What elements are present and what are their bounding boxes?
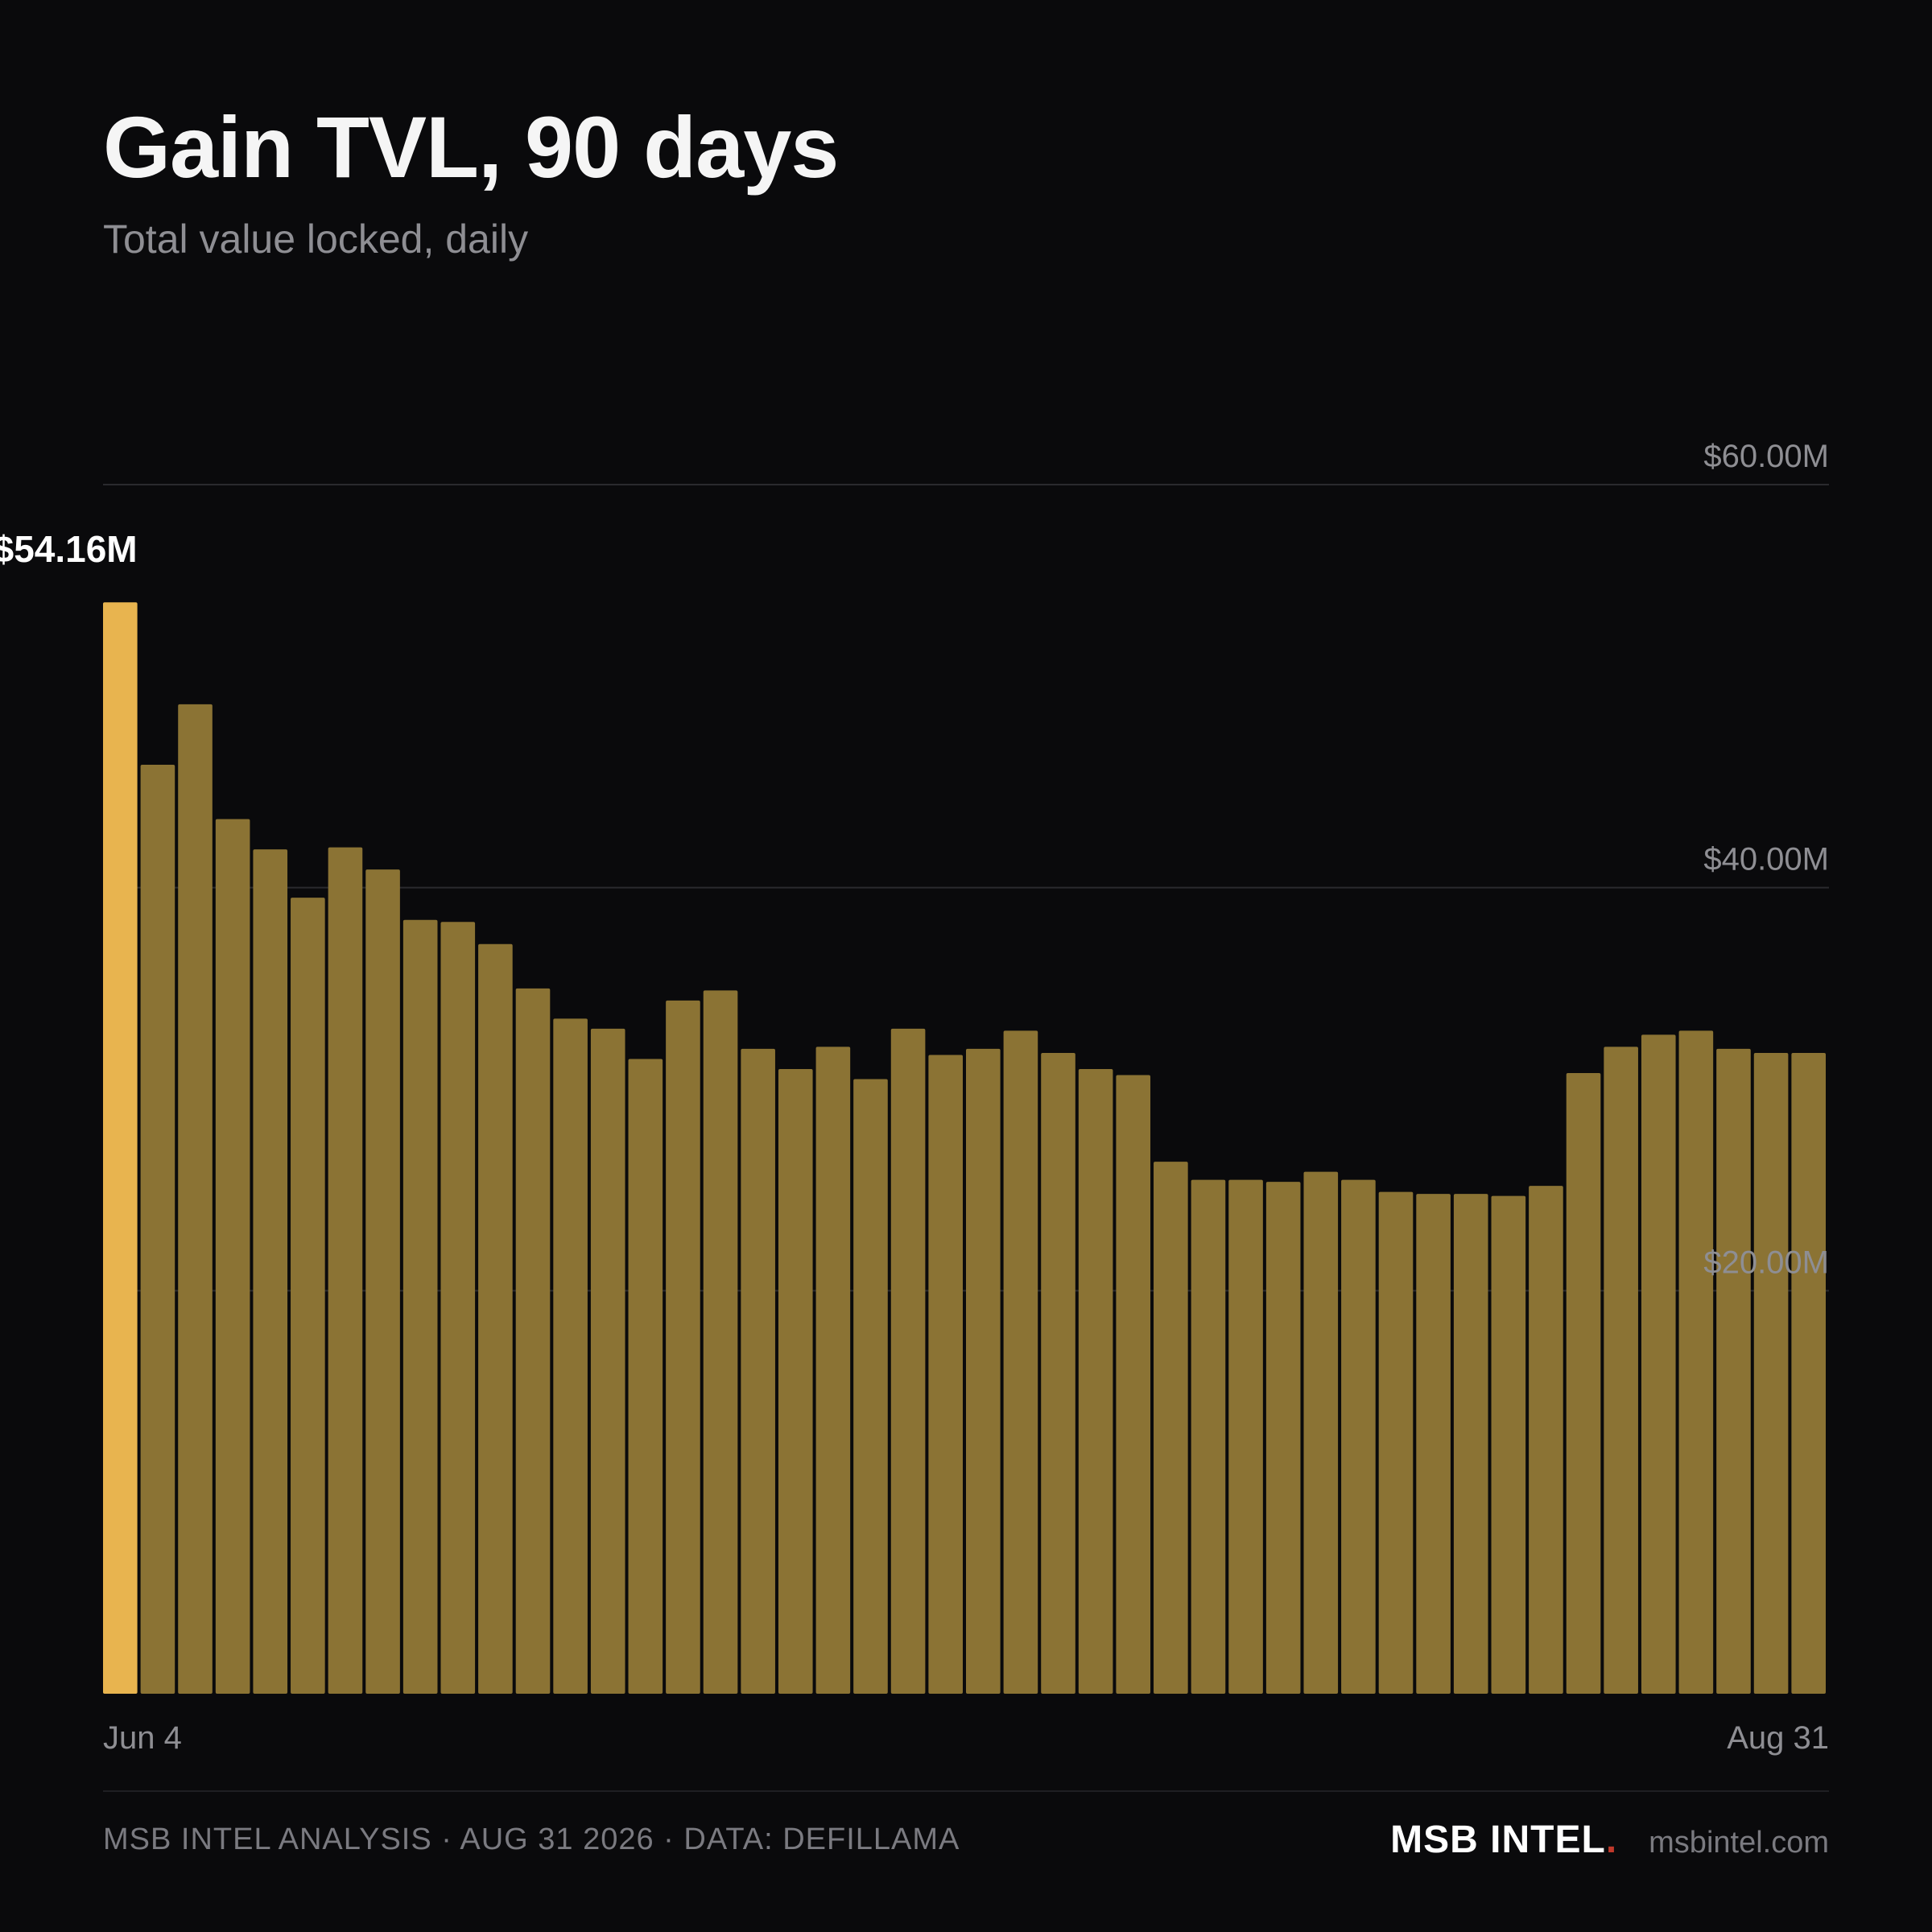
bar (1341, 1179, 1376, 1694)
bar (1003, 1030, 1038, 1694)
bar (1529, 1186, 1563, 1694)
bar (1191, 1179, 1226, 1694)
bar (1078, 1068, 1113, 1694)
bar (928, 1055, 963, 1694)
bar (1753, 1052, 1789, 1694)
bar (1265, 1182, 1301, 1694)
bar (291, 898, 325, 1694)
bar (215, 819, 250, 1694)
brand-logo: MSB INTEL. (1390, 1818, 1616, 1862)
bar (328, 847, 363, 1694)
bar (1416, 1194, 1451, 1694)
bar (1378, 1191, 1414, 1694)
brand-site-link[interactable]: msbintel.com (1649, 1826, 1829, 1860)
bar (590, 1028, 625, 1694)
bar (778, 1068, 813, 1694)
highlight-value-label: $54.16M (0, 528, 138, 570)
brand-dot: . (1605, 1818, 1617, 1861)
y-tick-label: $20.00M (1703, 1245, 1829, 1280)
bar (741, 1048, 775, 1694)
bar (1604, 1046, 1638, 1694)
bar (402, 919, 438, 1694)
bar (703, 990, 738, 1694)
bar (1491, 1195, 1526, 1694)
bar (1566, 1072, 1601, 1694)
footer-source: MSB INTEL ANALYSIS · AUG 31 2026 · DATA:… (103, 1823, 960, 1856)
bar (815, 1046, 851, 1694)
y-tick-label: $60.00M (1703, 439, 1829, 474)
footer-brand-block: MSB INTEL. msbintel.com (1390, 1818, 1829, 1862)
bar (628, 1059, 663, 1694)
bar (666, 1000, 700, 1694)
bar (140, 764, 175, 1695)
bar (1716, 1048, 1751, 1694)
bar (553, 1018, 588, 1694)
bar (1678, 1030, 1714, 1694)
bar (515, 988, 551, 1694)
bar (1116, 1075, 1151, 1694)
bar-layer (103, 602, 1826, 1695)
bar (253, 849, 288, 1694)
brand-name: MSB INTEL (1390, 1818, 1606, 1861)
bar (853, 1079, 888, 1694)
y-tick-label: $40.00M (1703, 842, 1829, 877)
bar (1641, 1034, 1676, 1694)
bar (1228, 1179, 1263, 1694)
bar (890, 1028, 926, 1694)
bar (440, 922, 476, 1694)
bar (1791, 1052, 1826, 1694)
bar (1154, 1162, 1188, 1694)
x-tick-label-start: Jun 4 (103, 1720, 182, 1756)
bar (966, 1048, 1001, 1694)
chart-subtitle: Total value locked, daily (103, 217, 529, 262)
bar (1303, 1171, 1339, 1694)
x-tick-label-end: Aug 31 (1727, 1720, 1829, 1756)
bar (478, 943, 513, 1694)
chart-title: Gain TVL, 90 days (103, 98, 839, 196)
bar (365, 869, 400, 1694)
bar (1041, 1052, 1075, 1694)
label-layer: $20.00M $40.00M $60.00M $54.16M Jun 4 Aug 31 (0, 439, 1829, 1756)
bar (1453, 1194, 1488, 1694)
bar (178, 704, 213, 1694)
footer-divider (103, 1790, 1829, 1792)
bar-highlight (103, 602, 138, 1695)
